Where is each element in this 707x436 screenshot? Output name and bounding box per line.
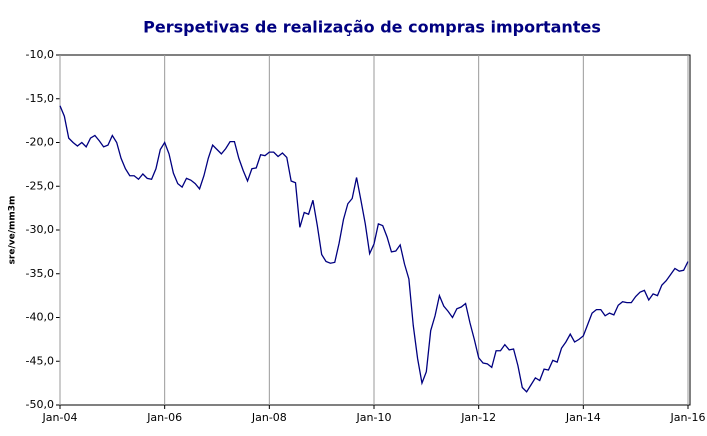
y-axis-label: sre/ve/mm3m (8, 196, 18, 265)
x-tick-label: Jan-08 (251, 411, 287, 424)
x-tick-label: Jan-12 (460, 411, 496, 424)
chart-title: Perspetivas de realização de compras imp… (143, 18, 601, 37)
data-line (59, 105, 689, 393)
plot-area (59, 54, 691, 406)
y-tick-label: -45,0 (26, 354, 54, 367)
y-tick-label: -40,0 (26, 311, 54, 324)
x-tick-label: Jan-04 (42, 411, 78, 424)
y-tick-label: -15,0 (26, 92, 54, 105)
x-tick-label: Jan-06 (146, 411, 182, 424)
y-tick-label: -25,0 (26, 179, 54, 192)
y-tick-label: -35,0 (26, 267, 54, 280)
x-tick-label: Jan-16 (670, 411, 706, 424)
y-tick-label: -10,0 (26, 48, 54, 61)
y-tick-label: -50,0 (26, 398, 54, 411)
x-tick-label: Jan-10 (356, 411, 392, 424)
y-tick-label: -30,0 (26, 223, 54, 236)
x-tick-label: Jan-14 (565, 411, 601, 424)
y-tick-label: -20,0 (26, 136, 54, 149)
